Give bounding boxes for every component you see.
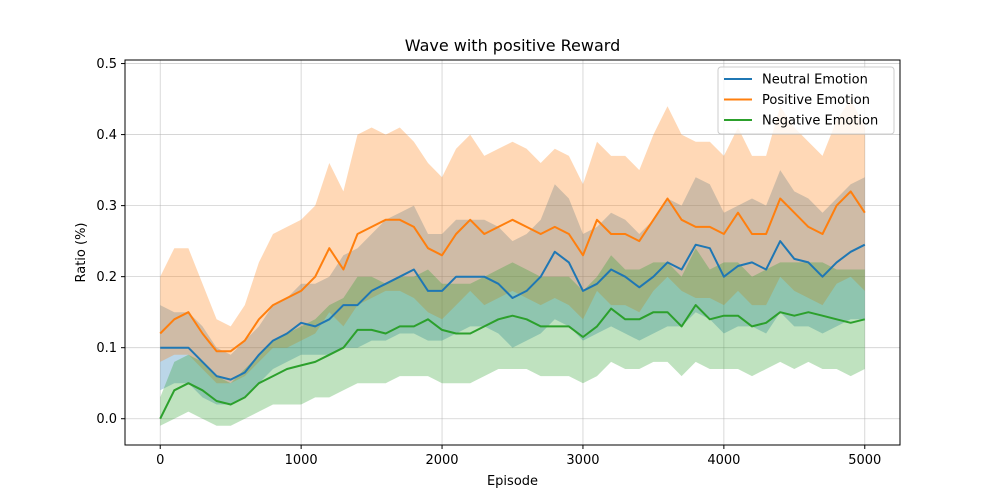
y-tick-label: 0.3 [96,199,117,214]
y-axis-label: Ratio (%) [74,222,89,282]
x-tick-label: 0 [156,453,164,468]
x-tick-label: 5000 [848,453,881,468]
legend-box [717,66,895,135]
x-axis-label: Episode [487,474,538,489]
x-tick-label: 3000 [566,453,599,468]
negative-emotion-line [159,304,866,420]
x-tick-label: 4000 [707,453,740,468]
y-tick-label: 0.0 [96,412,117,427]
grid [125,60,900,445]
chart-title: Wave with positive Reward [405,36,620,55]
x-tick-label: 2000 [425,453,458,468]
series-lines [159,190,866,420]
positive-emotion-line [159,190,866,353]
neutral-emotion-band [160,170,865,405]
y-tick-label: 0.5 [96,57,117,72]
y-tick-label: 0.2 [96,270,117,285]
negative-emotion-band [160,248,865,426]
legend: Neutral Emotion Positive Emotion Negative … [717,66,895,135]
plot-frame [124,59,901,446]
y-tick-label: 0.4 [96,128,117,143]
legend-label-positive-emotion: Positive Emotion [762,93,870,108]
neutral-emotion-line [160,240,866,381]
axis-ticks: 0 1000 2000 3000 4000 5000 0.0 0.1 0.2 0.3 0.4 0.5 [96,57,881,468]
y-tick-label: 0.1 [96,341,117,356]
legend-label-neutral-emotion: Neutral Emotion [762,73,868,88]
legend-label-negative-emotion: Negative Emotion [762,114,878,129]
x-tick-label: 1000 [285,453,318,468]
